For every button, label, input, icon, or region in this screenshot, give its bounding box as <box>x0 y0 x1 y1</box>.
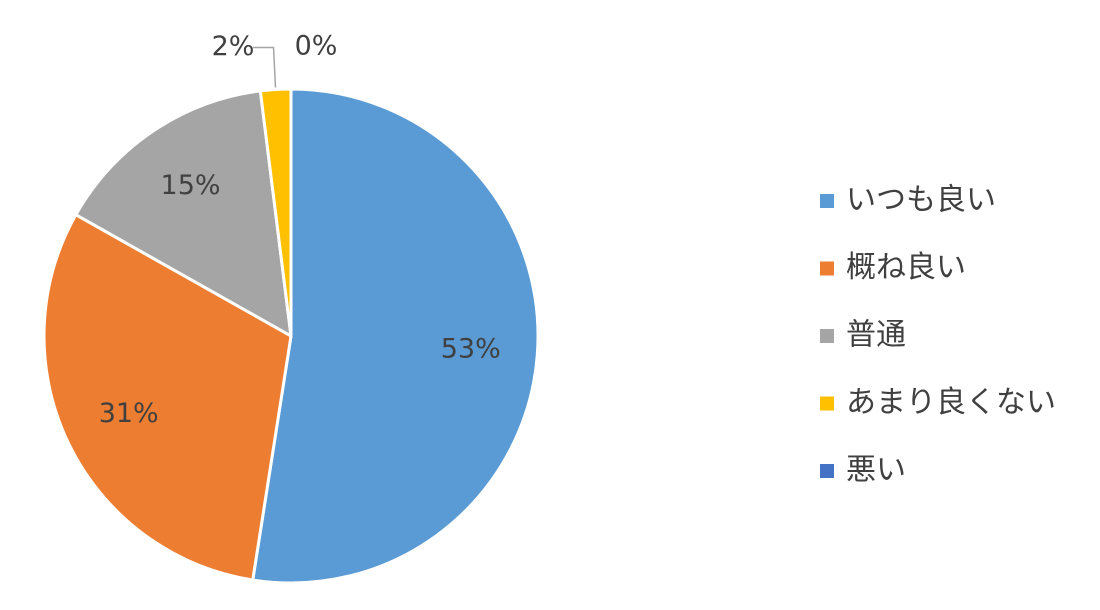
pie-slice <box>251 87 540 585</box>
data-label: 2% <box>212 31 255 62</box>
legend-label: 悪い <box>846 453 906 488</box>
data-label: 31% <box>99 398 159 429</box>
legend-swatch <box>820 194 834 208</box>
legend-label: いつも良い <box>846 183 996 218</box>
legend-swatch <box>820 329 834 343</box>
data-label: 15% <box>161 170 221 201</box>
legend-label: あまり良くない <box>846 385 1056 420</box>
leader-line <box>253 46 277 88</box>
legend-swatch <box>820 464 834 478</box>
pie-slice <box>42 213 293 582</box>
legend-swatch <box>820 396 834 411</box>
legend-label: 普通 <box>846 318 906 353</box>
pie-slice <box>74 89 293 338</box>
data-label: 0% <box>295 31 338 62</box>
data-label: 53% <box>441 334 501 365</box>
legend-swatch <box>820 261 834 276</box>
legend-label: 概ね良い <box>846 250 966 285</box>
